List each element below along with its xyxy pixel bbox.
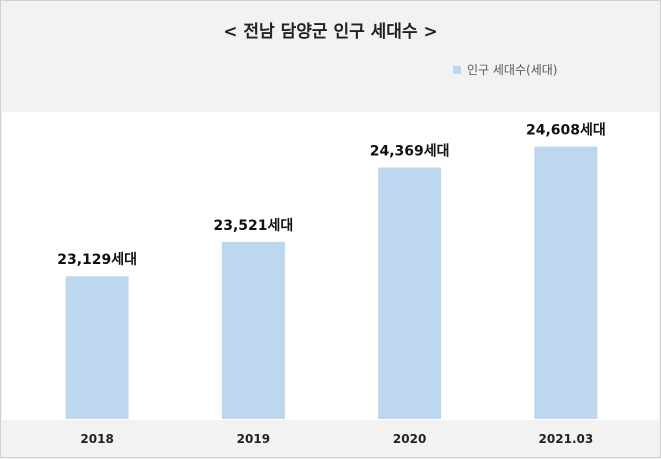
legend-swatch [453,65,461,74]
data-label-2021.03: 24,608세대 [526,123,606,139]
bar-2019 [221,241,285,419]
x-tick-label-2019: 2019 [237,432,270,446]
data-label-2020: 24,369세대 [370,144,450,160]
legend-label: 인구 세대수(세대) [467,63,558,77]
x-tick-label-2021.03: 2021.03 [539,432,594,446]
bar-2018 [65,276,129,419]
legend: 인구 세대수(세대) [453,61,557,78]
data-label-2018: 23,129세대 [57,252,137,268]
x-tick-label-2020: 2020 [393,432,426,446]
bar-2021.03 [534,146,598,419]
data-label-2019: 23,521세대 [213,218,293,234]
bar-2020 [378,167,442,419]
chart-title: < 전남 담양군 인구 세대수 > [223,22,438,42]
x-tick-label-2018: 2018 [80,432,113,446]
